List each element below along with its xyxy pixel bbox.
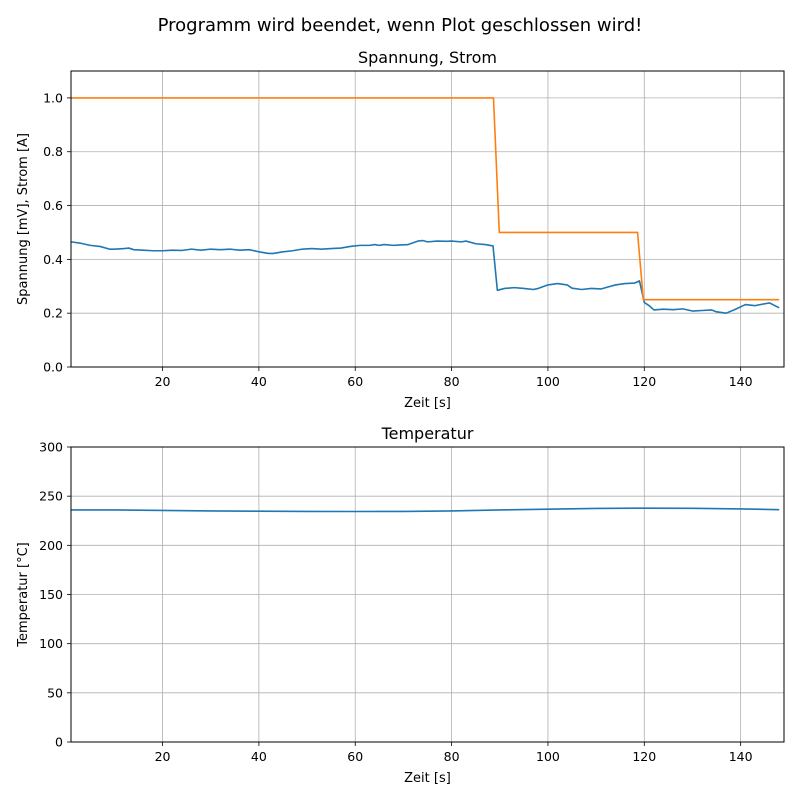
y-tick-label: 0.2 bbox=[43, 306, 63, 321]
x-tick-label: 80 bbox=[444, 749, 460, 764]
x-tick-label: 100 bbox=[536, 374, 560, 389]
x-axis-label-voltage-current: Zeit [s] bbox=[404, 396, 451, 411]
x-tick-label: 40 bbox=[251, 749, 267, 764]
y-axis-label-voltage-current: Spannung [mV], Strom [A] bbox=[16, 133, 31, 305]
y-tick-label: 300 bbox=[39, 440, 63, 455]
ticks-voltage-current: 20 40 60 80 100 120 140 0.0 0.2 0.4 0.6 0.8 1.0 bbox=[43, 90, 753, 389]
y-tick-label: 0 bbox=[55, 735, 63, 750]
y-tick-label: 0.8 bbox=[43, 144, 63, 159]
x-axis-label-temperature: Zeit [s] bbox=[404, 771, 451, 786]
plot-area-voltage-current bbox=[71, 97, 780, 314]
plot-area-temperature bbox=[71, 507, 780, 513]
x-tick-label: 120 bbox=[632, 374, 656, 389]
y-tick-label: 0.0 bbox=[43, 360, 63, 375]
y-tick-label: 0.4 bbox=[43, 252, 63, 267]
x-tick-label: 140 bbox=[729, 374, 753, 389]
x-tick-label: 60 bbox=[347, 749, 363, 764]
x-tick-label: 20 bbox=[155, 374, 171, 389]
y-tick-label: 200 bbox=[39, 538, 63, 553]
axes-frame-voltage-current bbox=[70, 70, 785, 368]
ticks-temperature: 20 40 60 80 100 120 140 0 50 100 150 200 250 300 bbox=[39, 440, 752, 765]
y-tick-label: 0.6 bbox=[43, 198, 63, 213]
series-line-2 bbox=[71, 97, 780, 301]
series-line-1 bbox=[71, 507, 780, 513]
x-tick-label: 40 bbox=[251, 374, 267, 389]
y-tick-label: 150 bbox=[39, 587, 63, 602]
x-tick-label: 140 bbox=[729, 749, 753, 764]
figure-suptitle: Programm wird beendet, wenn Plot geschlo… bbox=[158, 15, 643, 36]
y-tick-label: 50 bbox=[47, 685, 63, 700]
x-tick-label: 100 bbox=[536, 749, 560, 764]
y-tick-label: 250 bbox=[39, 489, 63, 504]
chart-temperature: 20 40 60 80 100 120 140 0 50 100 150 200 250 300 Temp… bbox=[16, 424, 785, 786]
x-tick-label: 60 bbox=[347, 374, 363, 389]
y-tick-label: 1.0 bbox=[43, 90, 63, 105]
chart-title-temperature: Temperatur bbox=[381, 424, 474, 443]
x-tick-label: 120 bbox=[632, 749, 656, 764]
chart-title-voltage-current: Spannung, Strom bbox=[358, 48, 497, 67]
x-tick-label: 80 bbox=[444, 374, 460, 389]
series-line-1 bbox=[71, 239, 780, 314]
chart-voltage-current: 20 40 60 80 100 120 140 0.0 0.2 0.4 0.6 0.8 1.0 Span… bbox=[16, 48, 785, 411]
y-axis-label-temperature: Temperatur [°C] bbox=[16, 542, 31, 648]
x-tick-label: 20 bbox=[155, 749, 171, 764]
y-tick-label: 100 bbox=[39, 636, 63, 651]
